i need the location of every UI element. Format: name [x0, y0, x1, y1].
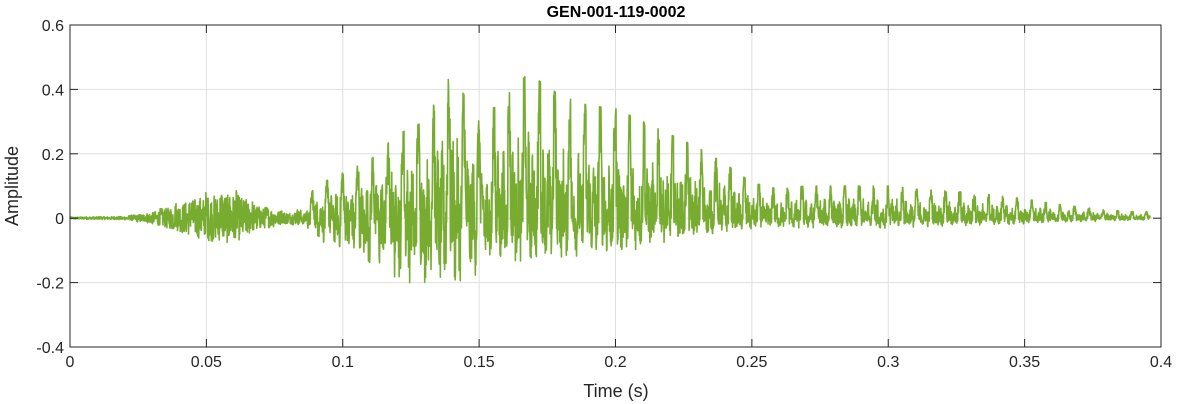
- x-tick-label: 0.35: [1009, 354, 1040, 371]
- y-tick-label: -0.4: [36, 340, 64, 357]
- x-tick-label: 0.25: [736, 354, 767, 371]
- y-tick-label: 0: [55, 211, 64, 228]
- x-axis-label: Time (s): [583, 381, 648, 401]
- chart-title: GEN-001-119-0002: [547, 4, 686, 21]
- series-layer: [69, 76, 1151, 284]
- x-tick-label: 0.1: [332, 354, 354, 371]
- x-tick-label: 0.2: [604, 354, 626, 371]
- x-tick-label: 0.15: [464, 354, 495, 371]
- x-tick-label: 0: [66, 354, 75, 371]
- y-axis-label: Amplitude: [2, 146, 22, 226]
- y-tick-label: 0.6: [42, 18, 64, 35]
- x-tick-label: 0.3: [877, 354, 899, 371]
- y-tick-label: 0.4: [42, 82, 64, 99]
- x-tick-label: 0.05: [191, 354, 222, 371]
- waveform-line: [69, 76, 1151, 284]
- y-tick-label: -0.2: [36, 276, 64, 293]
- y-tick-label: 0.2: [42, 147, 64, 164]
- x-tick-label: 0.4: [1150, 354, 1172, 371]
- axis-ticks: 0 0.05 0.1 0.15 0.2 0.25 0.3 0.35 0.4 -0.4 -0.2 0 0.…: [36, 18, 1172, 371]
